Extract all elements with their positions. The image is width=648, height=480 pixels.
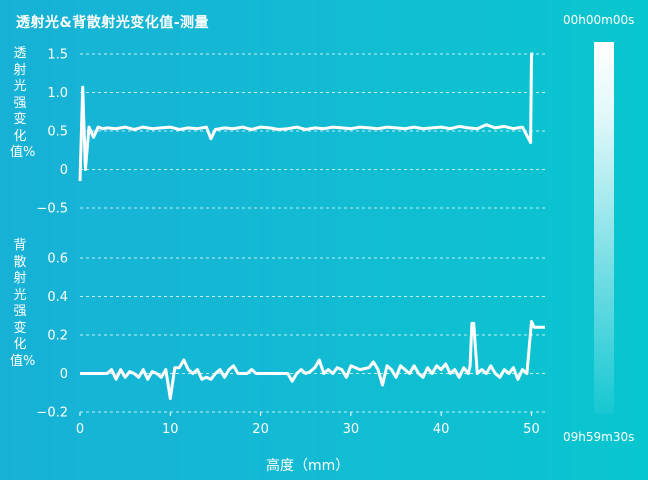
top-ytick-label: 0 (60, 163, 68, 178)
x-tick-label: 20 (252, 422, 269, 437)
x-tick-label: 40 (433, 422, 450, 437)
bottom-ytick-label: 0 (60, 367, 68, 382)
x-tick-label: 10 (162, 422, 179, 437)
time-colorbar (594, 42, 614, 414)
top-ytick-label: 0.5 (47, 125, 68, 140)
top-ytick-label: −0.5 (36, 202, 68, 217)
colorbar-end-label: 09h59m30s (563, 430, 635, 444)
top-series-line (78, 52, 534, 182)
colorbar-start-label: 00h00m00s (563, 13, 635, 27)
x-axis-label: 高度（mm） (266, 458, 350, 474)
bottom-series-line (80, 320, 545, 400)
x-tick-label: 0 (76, 422, 84, 437)
top-ytick-label: 1.5 (47, 48, 68, 63)
top-plot-ylabel: 透射光强变化值% (10, 46, 36, 160)
x-tick-label: 50 (523, 422, 540, 437)
bottom-plot-ylabel: 背散射光强变化值% (10, 238, 36, 369)
top-ytick-label: 1.0 (47, 86, 68, 101)
bottom-ytick-label: 0.4 (47, 290, 68, 305)
bottom-ytick-label: 0.6 (47, 252, 68, 267)
bottom-ytick-label: −0.2 (36, 406, 68, 421)
x-tick-label: 30 (343, 422, 360, 437)
chart-title: 透射光&背散射光变化值-测量 (16, 15, 210, 31)
bottom-ytick-label: 0.2 (47, 329, 68, 344)
